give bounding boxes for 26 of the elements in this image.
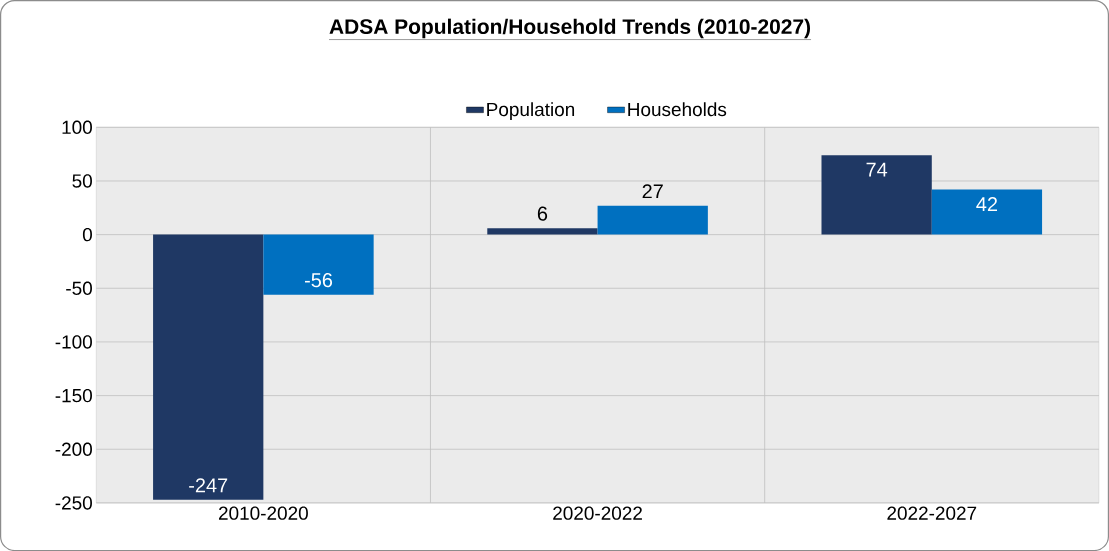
bar — [263, 234, 374, 295]
y-tick-label: 0 — [82, 227, 92, 242]
y-tick-label: -150 — [55, 388, 92, 403]
y-tick-label: -200 — [55, 442, 92, 456]
legend-label: Population — [487, 102, 575, 120]
y-tick-label: 100 — [62, 120, 92, 134]
y-tick-label: 50 — [72, 174, 92, 188]
bar — [931, 189, 1043, 235]
data-label: -247 — [189, 478, 228, 493]
bar — [821, 155, 932, 235]
bar — [597, 205, 708, 235]
y-tick-label: -100 — [55, 335, 92, 349]
legend-label: Households — [628, 102, 727, 117]
x-tick-label: 2022-2027 — [887, 506, 977, 520]
y-tick-label: -250 — [55, 496, 92, 510]
data-label: 74 — [866, 162, 888, 177]
bar — [153, 234, 264, 500]
data-label: 6 — [537, 206, 548, 221]
chart-title: ADSA Population/Household Trends (2010-2027) — [329, 18, 811, 39]
x-tick-label: 2010-2020 — [218, 506, 308, 520]
data-label: 42 — [976, 197, 998, 211]
x-tick-label: 2020-2022 — [553, 506, 642, 520]
data-label: 27 — [642, 184, 663, 199]
data-label: -56 — [304, 273, 333, 288]
bar — [487, 228, 598, 235]
y-tick-label: -50 — [66, 281, 92, 295]
